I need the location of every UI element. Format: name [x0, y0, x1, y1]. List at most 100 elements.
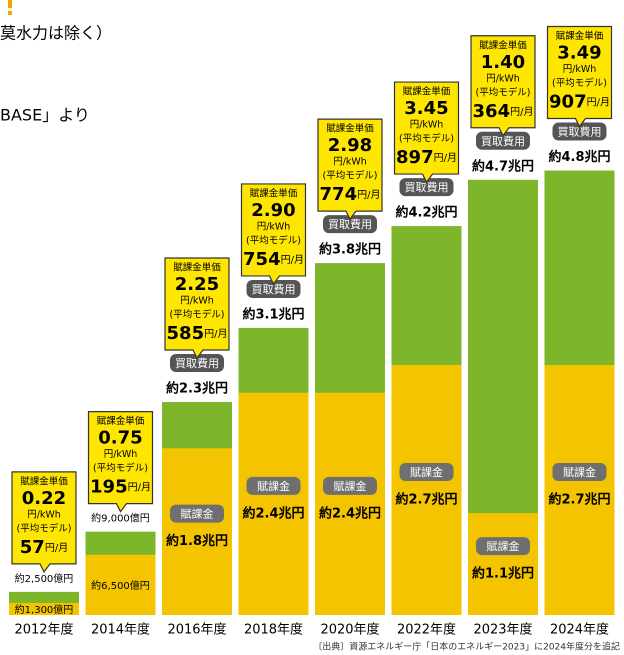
callout-monthly-unit: 円/月 [204, 328, 227, 340]
series-badge [323, 215, 377, 234]
x-tick-label: 2014年度 [91, 622, 150, 638]
series-badge [246, 476, 301, 495]
callout-monthly: 585円/月 [167, 323, 228, 344]
callout-monthly-value: 57 [20, 537, 45, 558]
bar-levy [544, 364, 615, 615]
value-label: 約3.8兆円 [319, 242, 381, 258]
callout-monthly-value: 907 [549, 92, 587, 113]
value-label: 約4.8兆円 [548, 149, 610, 165]
value-label: 約2,500億円 [15, 572, 74, 585]
callout-monthly-value: 774 [320, 184, 358, 205]
callout-rate: 2.98 [328, 135, 372, 156]
callout-box [87, 411, 154, 513]
value-label: 約2.7兆円 [395, 491, 457, 507]
callout-monthly-unit: 円/月 [45, 542, 68, 554]
callout-model: (平均モデル) [552, 77, 607, 89]
series-badge-label: 買取費用 [558, 125, 602, 139]
callout-monthly: 774円/月 [320, 184, 381, 205]
series-badge-label: 賦課金 [334, 479, 367, 493]
callout-title: 賦課金単価 [250, 187, 298, 199]
series-badge [399, 178, 454, 197]
x-tick-label: 2022年度 [397, 622, 456, 638]
callout-title: 賦課金単価 [479, 39, 527, 51]
value-label: 約1.8兆円 [166, 533, 228, 549]
bar-levy [391, 364, 462, 615]
callout-model: (平均モデル) [323, 170, 378, 182]
series-badge-label: 買取費用 [252, 282, 296, 296]
callout-monthly: 754円/月 [243, 249, 304, 270]
callout-rate: 0.22 [22, 488, 66, 509]
x-tick-label: 2018年度 [244, 622, 303, 638]
bar-levy [468, 513, 538, 615]
callout-monthly: 364円/月 [473, 101, 534, 122]
x-tick-label: 2012年度 [14, 622, 73, 638]
callout-unit: 円/kWh [563, 64, 597, 75]
callout-monthly-value: 754 [243, 249, 281, 270]
callout-monthly-value: 364 [473, 101, 511, 122]
series-badge-label: 買取費用 [328, 217, 372, 231]
callout-unit: 円/kWh [257, 221, 291, 232]
value-label: 約2.3兆円 [166, 381, 228, 397]
series-badge [476, 537, 530, 556]
callout-rate: 0.75 [98, 428, 142, 449]
note: 莫水力は除く） [0, 24, 112, 43]
series-badge-label: 買取費用 [481, 134, 525, 148]
callout-model: (平均モデル) [476, 86, 531, 98]
callout-monthly-value: 195 [90, 477, 128, 498]
value-label: 約2.4兆円 [242, 505, 304, 521]
callout-title: 賦課金単価 [97, 415, 145, 427]
series-badge [476, 131, 530, 150]
callout-title: 賦課金単価 [173, 262, 221, 274]
callout-rate: 3.45 [404, 98, 448, 119]
callout-title: 賦課金単価 [20, 475, 68, 487]
callout-unit: 円/kWh [333, 157, 367, 168]
value-label: 約2.7兆円 [548, 491, 610, 507]
callout-monthly-unit: 円/月 [510, 106, 533, 118]
callout-monthly-unit: 円/月 [434, 152, 457, 164]
callout-monthly-unit: 円/月 [357, 189, 380, 201]
value-label: 約1,300億円 [15, 603, 74, 616]
callout-title: 賦課金単価 [403, 86, 451, 98]
series-badge-label: 賦課金 [257, 479, 290, 493]
callout-model: (平均モデル) [246, 234, 301, 246]
callout-model: (平均モデル) [93, 462, 148, 474]
callout-model: (平均モデル) [17, 522, 72, 534]
x-tick-label: 2023年度 [473, 622, 532, 638]
callout-box [164, 257, 230, 360]
bar-levy [162, 448, 232, 615]
value-label: 約1.1兆円 [472, 566, 534, 582]
callout-unit: 円/kWh [27, 509, 61, 520]
accent [8, 0, 12, 8]
callout-unit: 円/kWh [180, 296, 214, 307]
value-label: 約9,000億円 [91, 512, 150, 525]
note: BASE」より [0, 106, 90, 125]
callout-monthly: 907円/月 [549, 92, 610, 113]
accent [8, 11, 12, 15]
series-badge [323, 476, 377, 495]
callout-monthly-value: 585 [167, 323, 205, 344]
callout-box [317, 118, 383, 221]
callout-box [240, 183, 307, 286]
x-tick-label: 2020年度 [320, 622, 379, 638]
callout-box [11, 471, 77, 573]
callout-model: (平均モデル) [399, 133, 454, 145]
bar-levy [85, 554, 156, 615]
series-badge-label: 賦課金 [181, 507, 214, 521]
callout-title: 賦課金単価 [556, 30, 604, 42]
callout-monthly: 195円/月 [90, 477, 151, 498]
callout-monthly: 57円/月 [20, 537, 68, 558]
series-badge [170, 354, 224, 373]
source: 〔出典〕資源エネルギー庁「日本のエネルギー2023」に2024年度分を追記 [313, 641, 620, 653]
callout-monthly-unit: 円/月 [281, 254, 304, 266]
callout-monthly: 897円/月 [396, 147, 457, 168]
value-label: 約4.7兆円 [472, 158, 534, 174]
bar-levy [315, 392, 385, 615]
x-tick-label: 2016年度 [167, 622, 226, 638]
value-label: 約6,500億円 [91, 579, 150, 592]
series-badge-label: 買取費用 [175, 356, 219, 370]
series-badge [246, 279, 301, 298]
series-badge [170, 504, 224, 523]
callout-unit: 円/kWh [410, 120, 444, 131]
callout-box [546, 25, 613, 128]
